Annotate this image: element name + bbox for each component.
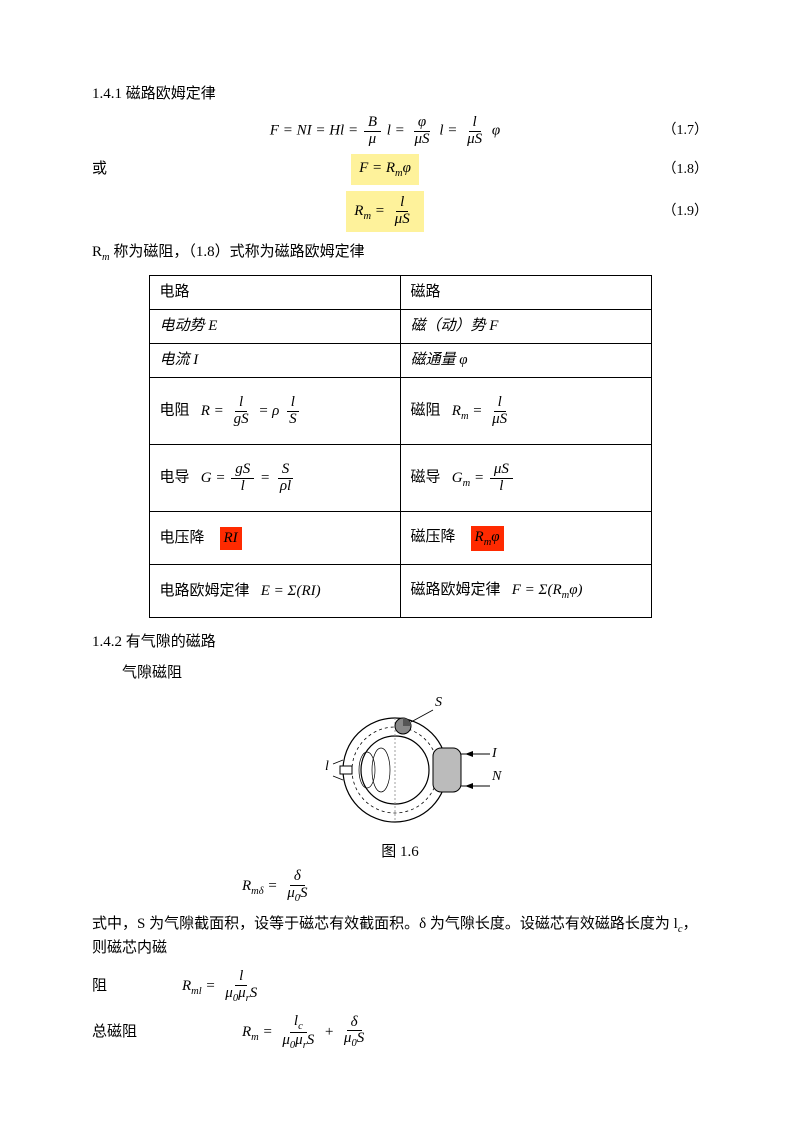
eq18-number: （1.8） xyxy=(638,160,708,180)
tbl-r1-right: 磁（动）势 F xyxy=(400,310,651,344)
equation-1-7: F = NI = Hl = Bμ l = φμS l = lμS φ （1.7） xyxy=(92,115,708,148)
fig-label-I: I xyxy=(491,746,498,761)
toroid-core-icon: S l I N xyxy=(295,690,505,840)
figure-1-6-caption: 图 1.6 xyxy=(92,842,708,863)
tbl-r5-left: 电压降 RI xyxy=(149,512,400,565)
tbl-r1-left: 电动势 E xyxy=(149,310,400,344)
equation-1-8: 或 F = Rmφ （1.8） xyxy=(92,154,708,186)
tbl-r6-right: 磁路欧姆定律 F = Σ(Rmφ) xyxy=(400,565,651,618)
fig-label-S: S xyxy=(435,695,442,710)
fig-label-l: l xyxy=(325,759,329,774)
eq17-number: （1.7） xyxy=(638,121,708,141)
tbl-hdr-right: 磁路 xyxy=(400,276,651,310)
tbl-r4-right: 磁导 Gm = μSl xyxy=(400,445,651,512)
eq19-lhs: Rm = xyxy=(354,203,385,219)
section-141-title: 1.4.1 磁路欧姆定律 xyxy=(92,84,708,105)
section-142-title: 1.4.2 有气隙的磁路 xyxy=(92,632,708,653)
tbl-r3-right: 磁阻 Rm = lμS xyxy=(400,378,651,445)
equation-1-9: Rm = lμS （1.9） xyxy=(92,191,708,232)
tbl-r2-left: 电流 I xyxy=(149,344,400,378)
tbl-r3-left: 电阻 R = lgS = ρ lS xyxy=(149,378,400,445)
figure-1-6: S l I N xyxy=(92,690,708,840)
equation-core-reluctance: 阻 Rml = lμ0μrS xyxy=(92,969,708,1004)
gap-text: 式中，S 为气隙截面积，设等于磁芯有效截面积。δ 为气隙长度。设磁芯有效磁路长度… xyxy=(92,914,708,959)
eq19-number: （1.9） xyxy=(638,202,708,222)
tbl-hdr-left: 电路 xyxy=(149,276,400,310)
section-142-sub: 气隙磁阻 xyxy=(92,663,708,684)
equation-gap-reluctance: Rmδ = δμ0S xyxy=(92,869,708,904)
equation-total-reluctance: 总磁阻 Rm = lcμ0μrS + δμ0S xyxy=(92,1014,708,1051)
tbl-r2-right: 磁通量 φ xyxy=(400,344,651,378)
tbl-r5-right: 磁压降 Rmφ xyxy=(400,512,651,565)
tbl-r4-left: 电导 G = gSl = Sρl xyxy=(149,445,400,512)
eq17-lhs: F = NI = Hl = xyxy=(270,123,358,139)
tbl-r6-left: 电路欧姆定律 E = Σ(RI) xyxy=(149,565,400,618)
eq18-body: F = Rmφ xyxy=(351,154,419,186)
rm-note: Rm 称为磁阻，（1.8）式称为磁路欧姆定律 xyxy=(92,242,708,266)
circuit-magnetic-table: 电路 磁路 电动势 E 磁（动）势 F 电流 I 磁通量 φ 电阻 R = lg… xyxy=(149,275,652,618)
fig-label-N: N xyxy=(491,769,502,784)
or-word: 或 xyxy=(92,159,132,180)
